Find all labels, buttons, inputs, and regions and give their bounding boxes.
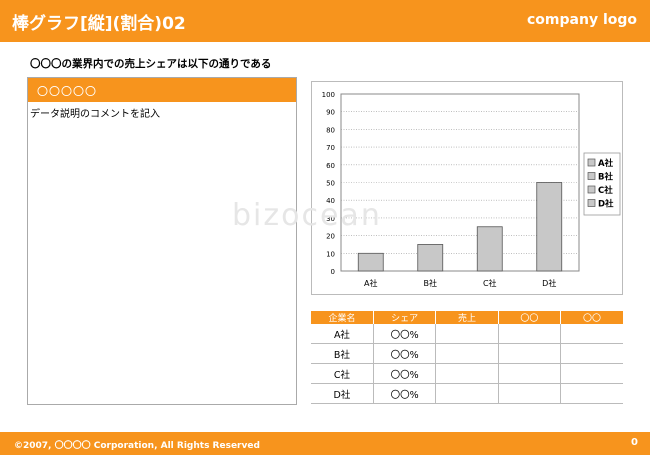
table-cell (435, 343, 499, 364)
table-cell-share: 〇〇% (372, 324, 436, 344)
page-number: 0 (631, 437, 638, 448)
table-cell (560, 343, 623, 364)
y-tick-label: 90 (326, 109, 335, 117)
table-cell-company: A社 (311, 324, 374, 344)
table-cell (497, 324, 561, 344)
table-cell-company: D社 (311, 383, 374, 404)
legend-label: B社 (598, 172, 613, 183)
bar-chart: 0 10 20 30 40 50 60 70 80 90 100 A社 B社 C社 D社 A社 B社 C社 D社 (311, 81, 623, 295)
y-tick-label: 70 (326, 144, 335, 152)
x-tick-label: C社 (483, 278, 497, 288)
bar-0 (357, 252, 384, 272)
table-cell (497, 383, 561, 404)
table-header-col5: 〇〇 (560, 311, 623, 324)
table-cell (560, 363, 623, 384)
legend-label: D社 (598, 199, 614, 210)
table-cell-share: 〇〇% (372, 343, 436, 364)
panel-description: データ説明のコメントを記入 (30, 109, 160, 120)
bar-3 (536, 182, 563, 272)
copyright-text: ©2007, 〇〇〇〇 Corporation, All Rights Rese… (14, 441, 260, 451)
x-tick-label: A社 (364, 278, 377, 288)
legend-swatch (587, 185, 596, 194)
company-logo: company logo (527, 12, 637, 28)
y-tick-label: 100 (322, 91, 335, 99)
table-row: C社 〇〇% (311, 363, 623, 384)
legend-swatch (587, 199, 596, 207)
table-cell-company: B社 (311, 343, 374, 364)
x-tick-label: D社 (542, 278, 556, 288)
table-header-sales: 売上 (435, 311, 499, 324)
legend-label: C社 (598, 185, 613, 196)
y-tick-label: 30 (326, 215, 335, 223)
panel-header-bar: 〇〇〇〇〇 (28, 78, 296, 102)
table-cell (435, 383, 499, 404)
page-title: 棒グラフ[縦](割合)02 (12, 14, 186, 34)
legend-label: A社 (598, 158, 614, 169)
table-header-company: 企業名 (311, 311, 374, 324)
footer-bar: ©2007, 〇〇〇〇 Corporation, All Rights Rese… (0, 432, 650, 455)
y-tick-label: 40 (326, 197, 335, 205)
table-header-row: 企業名 シェア 売上 〇〇 〇〇 (311, 311, 623, 324)
table-cell (560, 383, 623, 404)
table-row: B社 〇〇% (311, 343, 623, 364)
table-header-share: シェア (372, 311, 436, 324)
table-cell (497, 363, 561, 384)
bar-chart-svg: 0 10 20 30 40 50 60 70 80 90 100 A社 B社 C社 D社 A社 B社 C社 D社 (322, 91, 621, 288)
intro-text: 〇〇〇の業界内での売上シェアは以下の通りである (30, 58, 272, 70)
table-row: A社 〇〇% (311, 324, 623, 344)
y-tick-label: 0 (331, 268, 335, 276)
x-tick-label: B社 (424, 278, 438, 288)
table-header-col4: 〇〇 (497, 311, 561, 324)
legend-swatch (587, 158, 596, 167)
y-tick-label: 50 (326, 180, 335, 188)
y-tick-label: 80 (326, 126, 335, 134)
description-panel: 〇〇〇〇〇 データ説明のコメントを記入 (27, 77, 297, 405)
table-row: D社 〇〇% (311, 383, 623, 404)
watermark: bizocean (232, 198, 382, 233)
panel-header-label: 〇〇〇〇〇 (37, 85, 97, 98)
header-bar: 棒グラフ[縦](割合)02 company logo (0, 0, 650, 42)
table-cell (497, 343, 561, 364)
table-cell-share: 〇〇% (372, 363, 436, 384)
bar-1 (417, 244, 444, 272)
table-cell (435, 363, 499, 384)
table-cell (435, 324, 499, 344)
legend-swatch (587, 172, 596, 180)
bar-2 (476, 226, 503, 272)
table-cell-company: C社 (311, 363, 374, 384)
share-table: 企業名 シェア 売上 〇〇 〇〇 A社 〇〇% B社 〇〇% C社 〇〇% (311, 311, 623, 404)
y-tick-label: 20 (326, 233, 335, 241)
table-cell-share: 〇〇% (372, 383, 436, 404)
table-cell (560, 324, 623, 344)
y-tick-label: 60 (326, 162, 335, 170)
y-tick-label: 10 (326, 250, 335, 258)
